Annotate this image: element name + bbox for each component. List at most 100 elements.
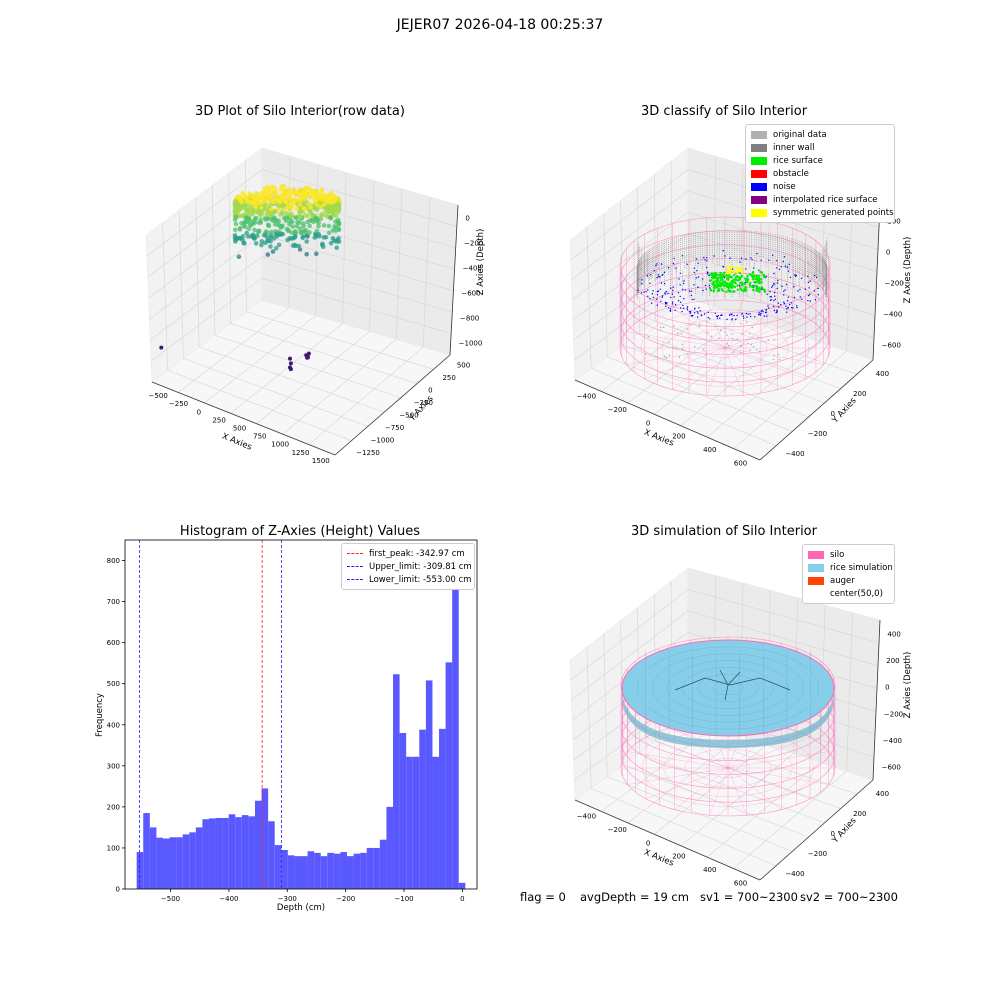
- panel1-point: [263, 217, 269, 222]
- panel2-noise-point: [661, 296, 663, 298]
- panel2-original-point: [698, 325, 701, 328]
- panel4-surface-contour: [674, 677, 791, 691]
- panel1-point: [239, 221, 244, 226]
- panel2-original-point: [739, 351, 742, 354]
- panel2-rice-surface-point: [727, 290, 731, 293]
- panel1-z-axis-line: [449, 204, 459, 356]
- panel2-noise-point: [674, 304, 677, 306]
- panel1-z-tick-label: −600: [461, 290, 480, 298]
- panel1-point: [262, 233, 267, 238]
- panel2-noise-point: [757, 313, 760, 316]
- panel2-noise-point: [765, 309, 767, 311]
- panel2-noise-point: [678, 278, 680, 280]
- panel2-rice-surface-point: [718, 276, 722, 279]
- panel2-original-point: [751, 326, 753, 329]
- panel2-symmetric-point: [728, 266, 731, 269]
- panel1-point: [288, 214, 294, 219]
- panel2-noise-point: [656, 304, 658, 306]
- panel2-rice-surface-point: [710, 273, 713, 277]
- panel2-original-point: [773, 354, 775, 356]
- panel2-silo-floor-spoke: [706, 300, 726, 349]
- panel1-title: 3D Plot of Silo Interior(row data): [195, 104, 405, 119]
- histogram-bar: [445, 662, 453, 889]
- panel2-rice-surface-point: [711, 282, 714, 285]
- panel2-noise-point: [778, 268, 781, 271]
- panel1-surface-point: [319, 192, 324, 197]
- panel1-grid: [150, 256, 453, 341]
- panel4-mesh-ring: [652, 653, 804, 723]
- histogram-bar: [215, 817, 223, 889]
- histogram-bar: [399, 732, 407, 889]
- panel1-point: [287, 222, 292, 227]
- panel2-rice-surface-point: [720, 288, 723, 291]
- panel2-rice-surface-point: [733, 290, 736, 293]
- panel2-noise-point: [783, 256, 786, 258]
- panel2-rice-surface-point: [740, 275, 743, 278]
- panel1-outlier-point: [288, 367, 293, 372]
- panel3-legend-line: [347, 579, 363, 580]
- histogram-bar: [432, 756, 440, 889]
- panel1-x-tick-label: 500: [233, 425, 246, 433]
- panel2-original-point: [749, 349, 751, 352]
- panel2-rice-surface-point: [709, 289, 713, 292]
- panel2-silo-floor-spoke: [644, 347, 726, 380]
- panel2-noise-point: [647, 295, 649, 297]
- panel2-silo-floor-ring: [682, 328, 768, 368]
- histogram-y-tick-label: 500: [107, 680, 120, 688]
- panel2-noise-point: [758, 311, 760, 313]
- panel2-noise-point: [657, 274, 659, 276]
- panel2-noise-point: [759, 313, 761, 315]
- panel4-rice-surface: [621, 639, 835, 748]
- panel4-x-axis-line: [574, 799, 761, 881]
- panel2-title: 3D classify of Silo Interior: [640, 104, 808, 119]
- panel1-point: [307, 230, 312, 235]
- panel2-original-point: [675, 347, 678, 350]
- panel2-legend-label: noise: [773, 181, 796, 192]
- panel2-rice-surface-point: [732, 278, 735, 281]
- panel1-point: [247, 222, 253, 228]
- panel2-noise-point: [706, 257, 708, 259]
- panel2-noise-point: [652, 290, 654, 292]
- panel4-mesh-ring: [697, 674, 759, 702]
- panel1-point: [233, 221, 239, 227]
- panel1-point: [301, 221, 306, 226]
- panel2-noise-point: [790, 302, 792, 304]
- panel2-silo-floor-spoke: [724, 347, 824, 365]
- panel2-symmetric-point: [740, 271, 743, 274]
- panel2-legend-label: interpolated rice surface: [773, 194, 878, 205]
- panel2-noise-point: [796, 306, 798, 309]
- panel2-z-tick-label: −600: [882, 342, 901, 350]
- panel2-noise-point: [669, 310, 672, 312]
- panel1-surface-point: [291, 198, 296, 204]
- panel4-legend-swatch: [808, 576, 824, 585]
- histogram-bar: [156, 837, 163, 889]
- panel2-rice-surface-point: [734, 278, 737, 281]
- panel2-original-point: [757, 336, 759, 339]
- panel2-noise-point: [786, 266, 789, 268]
- panel1-point: [321, 223, 327, 228]
- panel4-silo-floor-spoke: [727, 767, 747, 816]
- panel2-original-point: [699, 323, 701, 325]
- panel4-silo-floor-spoke: [709, 767, 729, 816]
- panel2-noise-point: [672, 289, 674, 292]
- panel2-noise-point: [787, 270, 789, 272]
- panel2-original-point: [655, 355, 657, 358]
- panel1-point: [334, 245, 340, 250]
- panel1-point: [273, 246, 279, 251]
- panel2-original-point: [672, 346, 675, 349]
- panel4-grid: [653, 594, 841, 809]
- panel2-noise-point: [686, 307, 688, 309]
- panel4-silo-floor-spoke: [727, 751, 829, 769]
- panel1-point: [314, 207, 320, 212]
- panel1-point: [303, 213, 308, 218]
- histogram-y-tick-label: 600: [107, 639, 120, 647]
- panel2-noise-point: [789, 276, 792, 279]
- panel1-point: [253, 215, 259, 221]
- panel2-silo-floor-spoke: [724, 306, 778, 349]
- panel2-rice-surface-point: [760, 278, 763, 281]
- panel1-point: [232, 202, 238, 207]
- histogram-bar: [425, 680, 433, 889]
- panel2-noise-point: [693, 284, 695, 286]
- panel1-outlier-point: [159, 345, 164, 350]
- panel2-y-tick-label: −400: [785, 450, 804, 458]
